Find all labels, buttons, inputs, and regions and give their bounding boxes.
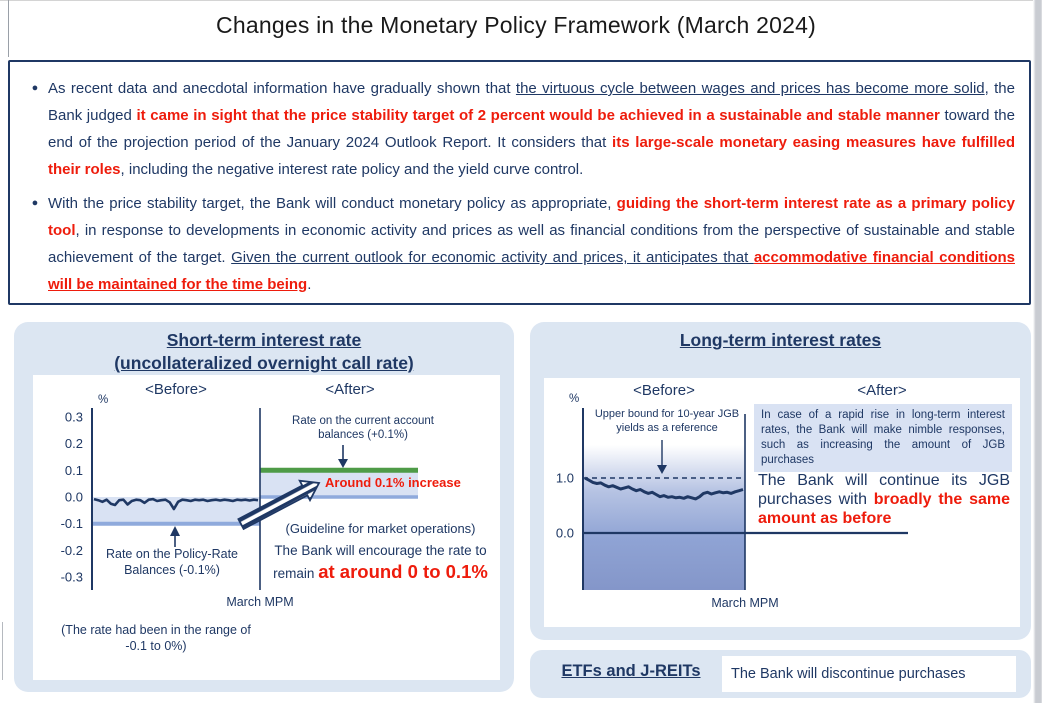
rate-range-footnote: (The rate had been in the range of -0.1 … bbox=[61, 623, 251, 654]
page-edge-left bbox=[8, 0, 9, 57]
bullet-icon: ● bbox=[31, 82, 39, 94]
upper-bound-annotation: Upper bound for 10-year JGB yields as a … bbox=[594, 408, 740, 434]
long-term-panel-title: Long-term interest rates bbox=[679, 330, 882, 350]
long-term-chart: 1.0 0.0% <Before> <After> Upper bound for… bbox=[544, 378, 1020, 627]
etf-section-label: ETFs and J-REITs bbox=[561, 662, 701, 680]
page-edge-top bbox=[0, 0, 1042, 1]
before-label: <Before> bbox=[145, 381, 207, 398]
nimble-response-callout: In case of a rapid rise in long-term int… bbox=[754, 404, 1012, 472]
guideline-heading: (Guideline for market operations) bbox=[285, 521, 476, 536]
policy-rate-annotation: Rate on the Policy-Rate Balances (-0.1%) bbox=[105, 547, 238, 578]
before-label: <Before> bbox=[633, 382, 695, 399]
short-term-chart: 0.3 0.2 0.1 0.0 -0.1 -0.2 -0.3% <Before> <Afte… bbox=[33, 375, 500, 680]
svg-text:%: % bbox=[569, 393, 579, 405]
svg-text:0.3: 0.3 bbox=[65, 409, 83, 424]
current-account-annotation: Rate on the current account balances (+0… bbox=[292, 415, 434, 442]
page-edge-right bbox=[1033, 0, 1042, 703]
etf-section-text: The Bank will discontinue purchases bbox=[722, 656, 1016, 692]
svg-text:0.0: 0.0 bbox=[65, 490, 83, 505]
after-label: <After> bbox=[325, 381, 375, 398]
summary-box: ● As recent data and anecdotal informati… bbox=[8, 60, 1031, 305]
page-edge-left-bottom bbox=[2, 622, 3, 680]
march-mpm-label: March MPM bbox=[226, 595, 294, 609]
svg-text:0.1: 0.1 bbox=[65, 463, 83, 478]
after-label: <After> bbox=[857, 382, 907, 399]
svg-text:-0.1: -0.1 bbox=[61, 516, 83, 531]
long-term-panel: Long-term interest rates 1.0 0.0% <Before… bbox=[530, 322, 1031, 640]
increase-annotation: Around 0.1% increase bbox=[325, 475, 461, 490]
svg-text:%: % bbox=[98, 394, 108, 406]
etf-section: ETFs and J-REITs The Bank will discontin… bbox=[530, 650, 1031, 698]
svg-text:0.2: 0.2 bbox=[65, 436, 83, 451]
jgb-purchase-text: The Bank will continue its JGB purchases… bbox=[758, 472, 1010, 527]
svg-text:0.0: 0.0 bbox=[556, 526, 574, 541]
bullet-icon: ● bbox=[31, 197, 39, 209]
guideline-text: The Bank will encourage the rate to rema… bbox=[273, 543, 488, 583]
summary-bullet-1: ● As recent data and anecdotal informati… bbox=[22, 75, 1015, 183]
svg-text:1.0: 1.0 bbox=[556, 471, 574, 486]
summary-bullet-1-text: As recent data and anecdotal information… bbox=[48, 80, 1015, 178]
page-title: Changes in the Monetary Policy Framework… bbox=[216, 12, 816, 38]
short-term-panel: Short-term interest rate (uncollateraliz… bbox=[14, 322, 514, 692]
summary-bullet-2-text: With the price stability target, the Ban… bbox=[48, 195, 1015, 293]
short-term-panel-title: Short-term interest rate (uncollateraliz… bbox=[114, 330, 414, 373]
march-mpm-label: March MPM bbox=[711, 596, 779, 610]
svg-text:-0.3: -0.3 bbox=[61, 570, 83, 585]
svg-text:-0.2: -0.2 bbox=[61, 543, 83, 558]
long-term-plot: 1.0 0.0% bbox=[556, 393, 908, 590]
short-term-plot: 0.3 0.2 0.1 0.0 -0.1 -0.2 -0.3% bbox=[61, 394, 418, 590]
summary-bullet-2: ● With the price stability target, the B… bbox=[22, 190, 1015, 298]
